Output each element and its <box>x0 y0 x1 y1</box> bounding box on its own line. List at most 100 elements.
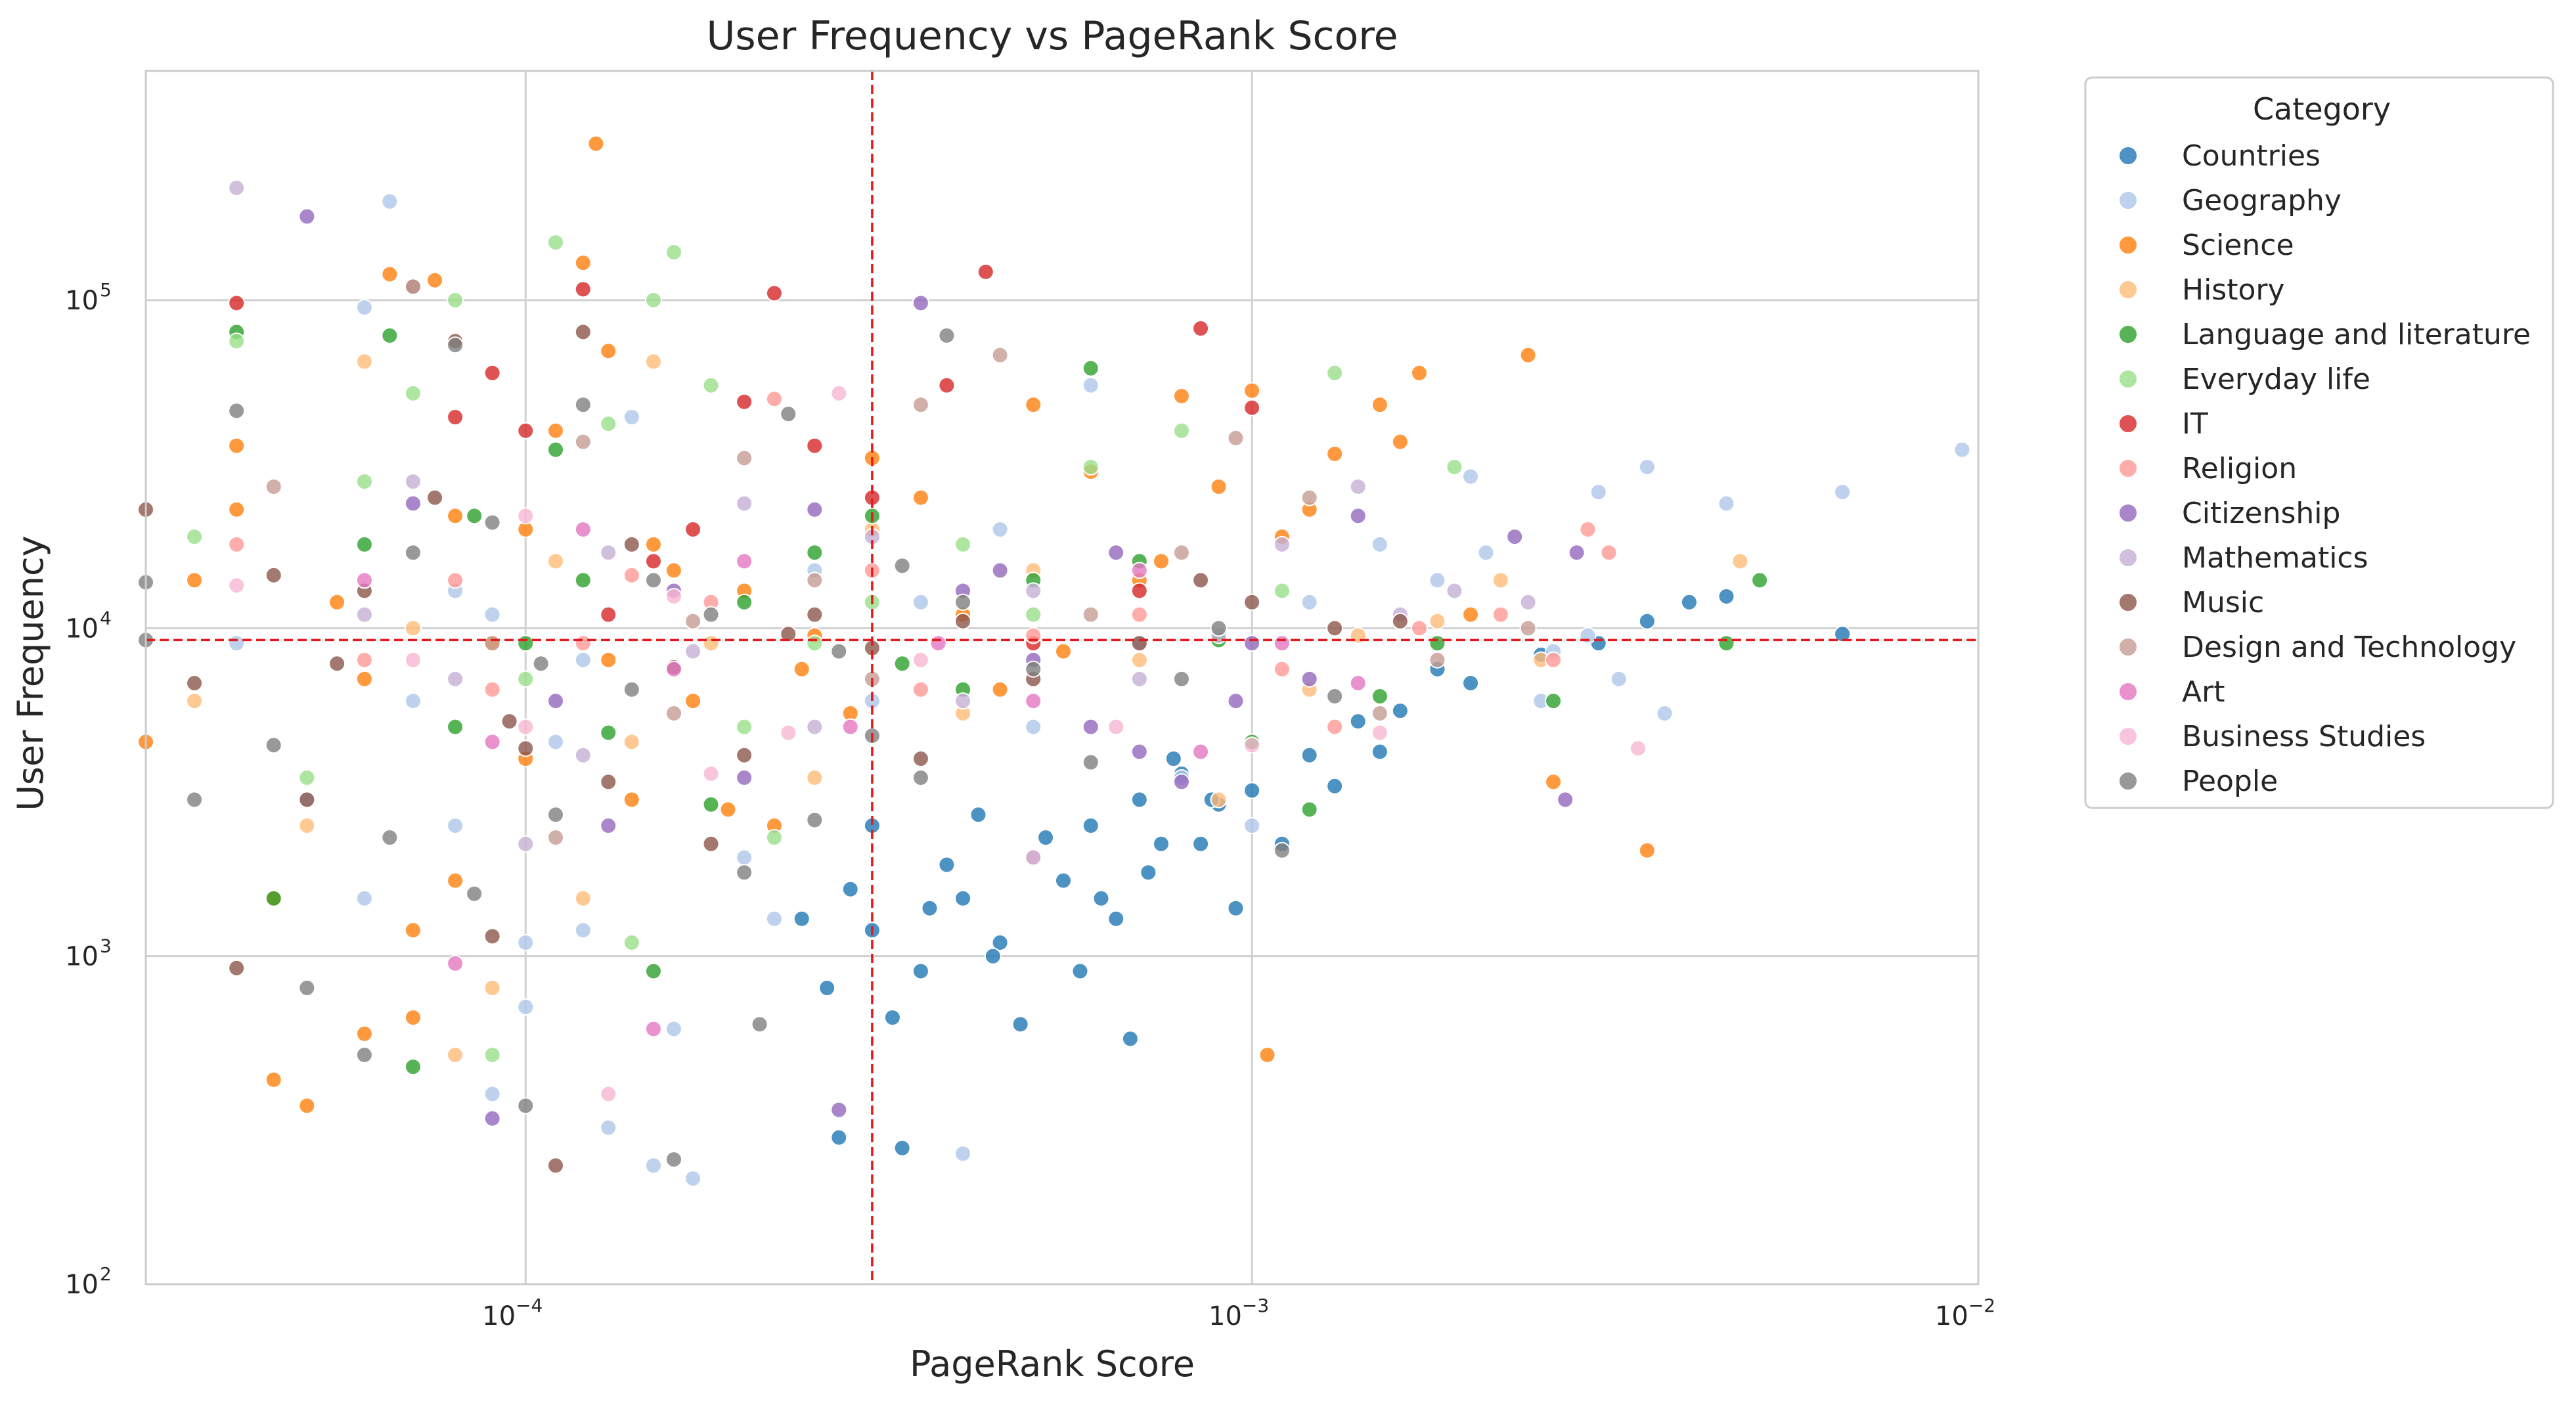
data-point <box>665 660 682 678</box>
data-point <box>1071 962 1089 980</box>
data-point <box>447 816 464 834</box>
data-point <box>736 552 753 570</box>
data-point <box>404 384 422 402</box>
legend-marker <box>2118 458 2138 478</box>
legend-label: Mathematics <box>2182 541 2368 575</box>
data-point <box>265 478 282 495</box>
data-point <box>547 806 565 824</box>
data-point <box>298 1097 316 1115</box>
y-tick-label: 10 <box>65 1270 99 1300</box>
legend-marker <box>2118 503 2138 523</box>
data-point <box>1092 889 1110 907</box>
data-point <box>929 635 947 652</box>
data-point <box>912 651 929 669</box>
data-point <box>381 192 399 210</box>
data-point <box>719 801 737 818</box>
data-point <box>1326 364 1344 382</box>
data-point <box>1300 746 1318 764</box>
data-point <box>1410 364 1428 382</box>
data-point <box>702 835 720 853</box>
data-point <box>228 501 246 518</box>
legend-title: Category <box>2253 91 2391 127</box>
data-point <box>780 625 797 643</box>
data-point <box>644 535 662 553</box>
legend-marker <box>2118 771 2138 791</box>
data-point <box>1610 670 1628 688</box>
data-point <box>1273 582 1291 600</box>
data-point <box>736 746 753 764</box>
data-point <box>547 1157 565 1174</box>
data-point <box>600 606 617 623</box>
data-point <box>298 816 316 834</box>
data-point <box>1429 612 1446 630</box>
data-point <box>517 998 535 1016</box>
data-point <box>447 670 464 688</box>
data-point <box>228 577 246 594</box>
data-point <box>623 409 640 426</box>
data-point <box>483 1046 501 1063</box>
data-point <box>532 655 550 673</box>
data-point <box>1751 571 1769 589</box>
data-point <box>1243 816 1261 834</box>
data-point <box>574 922 592 939</box>
data-point <box>1371 396 1388 414</box>
data-point <box>806 811 824 829</box>
data-point <box>1082 718 1099 736</box>
data-point <box>404 692 422 710</box>
data-point <box>1243 736 1261 754</box>
data-point <box>265 736 282 754</box>
data-point <box>1130 791 1148 809</box>
data-point <box>355 535 373 553</box>
data-point <box>1371 535 1388 553</box>
data-point <box>969 806 987 824</box>
data-point <box>841 880 859 898</box>
data-point <box>1638 612 1656 630</box>
data-point <box>954 692 972 710</box>
data-point <box>517 835 535 853</box>
x-tick-label: 10−3 <box>1209 1295 1269 1331</box>
data-point <box>1025 849 1042 866</box>
data-point <box>587 135 605 152</box>
data-point <box>1349 478 1367 495</box>
data-point <box>1349 674 1367 692</box>
data-point <box>1731 552 1749 570</box>
data-point <box>426 489 444 506</box>
data-point <box>841 718 859 736</box>
data-point <box>517 422 535 439</box>
data-point <box>1557 791 1574 809</box>
data-point <box>1172 422 1190 439</box>
data-point <box>483 514 501 531</box>
data-point <box>684 1170 702 1188</box>
data-point <box>1243 635 1261 652</box>
data-point <box>298 208 316 225</box>
data-point <box>355 606 373 623</box>
data-point <box>954 612 972 630</box>
data-point <box>600 1085 617 1103</box>
data-point <box>954 535 972 553</box>
data-point <box>736 718 753 736</box>
data-point <box>355 889 373 907</box>
data-point <box>830 642 848 660</box>
data-point <box>547 441 565 458</box>
legend: Category Countries Geography Science Histor… <box>2084 76 2554 809</box>
data-point <box>298 979 316 997</box>
data-point <box>780 724 797 742</box>
data-point <box>684 692 702 710</box>
data-point <box>600 724 617 742</box>
data-point <box>751 1016 768 1033</box>
data-point <box>1130 651 1148 669</box>
data-point <box>1192 320 1210 338</box>
data-point <box>1462 606 1480 623</box>
data-point <box>574 280 592 298</box>
data-point <box>1172 670 1190 688</box>
data-point <box>547 733 565 751</box>
data-point <box>483 1085 501 1103</box>
y-tick-label: 10 <box>65 286 99 316</box>
data-point <box>1227 899 1245 917</box>
data-point <box>1054 872 1072 889</box>
data-point <box>1545 692 1563 710</box>
data-point <box>517 670 535 688</box>
plot-frame <box>144 70 1980 1285</box>
data-point <box>684 642 702 660</box>
